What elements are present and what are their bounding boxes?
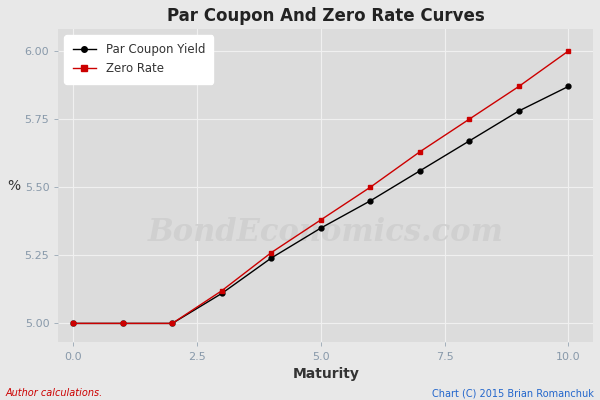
Par Coupon Yield <box>268 256 275 260</box>
Zero Rate <box>119 321 127 326</box>
X-axis label: Maturity: Maturity <box>292 367 359 381</box>
Text: Chart (C) 2015 Brian Romanchuk: Chart (C) 2015 Brian Romanchuk <box>432 388 594 398</box>
Y-axis label: %: % <box>7 179 20 193</box>
Zero Rate <box>515 84 523 89</box>
Zero Rate <box>70 321 77 326</box>
Par Coupon Yield <box>565 84 572 89</box>
Zero Rate <box>169 321 176 326</box>
Par Coupon Yield <box>317 226 325 230</box>
Par Coupon Yield <box>515 108 523 113</box>
Par Coupon Yield <box>169 321 176 326</box>
Zero Rate <box>218 288 226 293</box>
Title: Par Coupon And Zero Rate Curves: Par Coupon And Zero Rate Curves <box>167 7 485 25</box>
Line: Zero Rate: Zero Rate <box>71 49 571 326</box>
Par Coupon Yield <box>416 168 424 173</box>
Zero Rate <box>416 150 424 154</box>
Zero Rate <box>268 250 275 255</box>
Text: BondEconomics.com: BondEconomics.com <box>148 217 503 248</box>
Par Coupon Yield <box>466 138 473 143</box>
Zero Rate <box>317 218 325 222</box>
Par Coupon Yield <box>367 198 374 203</box>
Text: Author calculations.: Author calculations. <box>6 388 103 398</box>
Line: Par Coupon Yield: Par Coupon Yield <box>71 84 571 326</box>
Zero Rate <box>565 49 572 54</box>
Par Coupon Yield <box>70 321 77 326</box>
Zero Rate <box>466 117 473 122</box>
Legend: Par Coupon Yield, Zero Rate: Par Coupon Yield, Zero Rate <box>64 35 214 84</box>
Par Coupon Yield <box>218 291 226 296</box>
Zero Rate <box>367 185 374 190</box>
Par Coupon Yield <box>119 321 127 326</box>
